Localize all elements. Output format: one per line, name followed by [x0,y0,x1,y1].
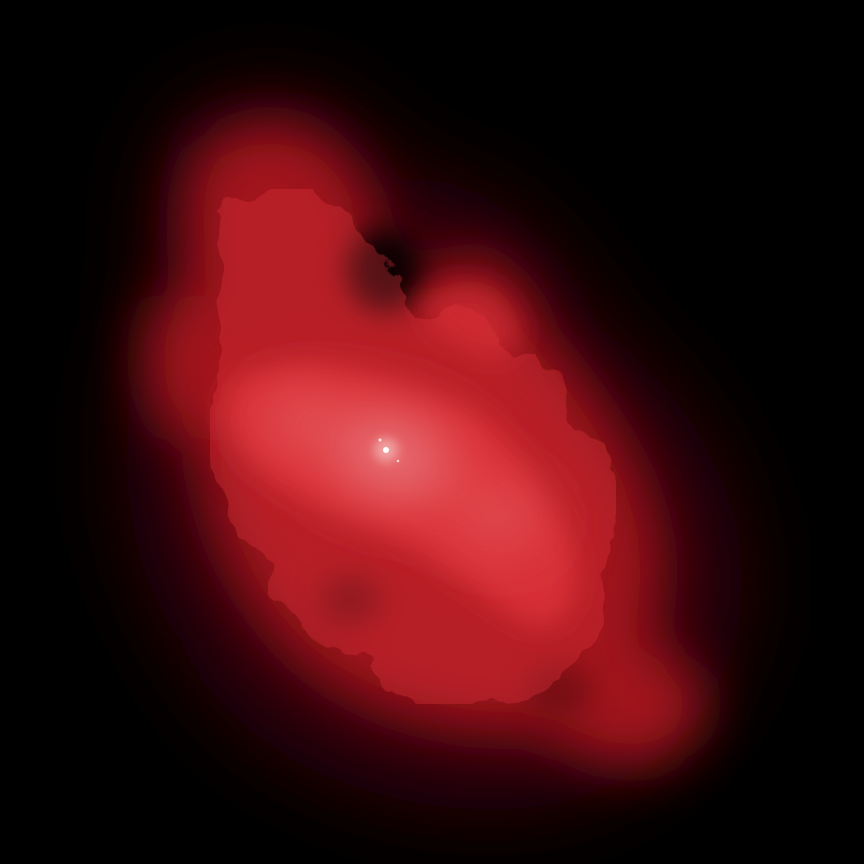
central-star [374,438,400,463]
